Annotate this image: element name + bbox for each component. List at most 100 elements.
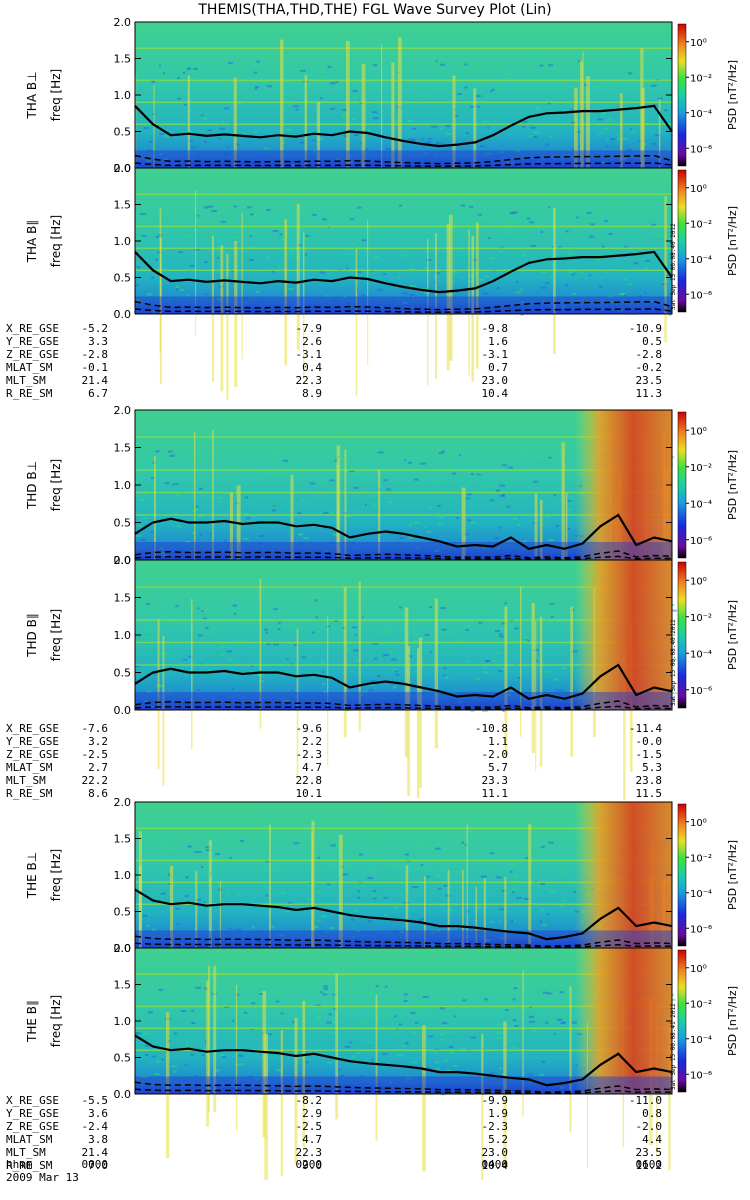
colorbar-tick-label: 10⁰ xyxy=(690,964,707,975)
spectrogram-pixel xyxy=(597,207,602,210)
spectrogram-pixel xyxy=(353,134,359,137)
spectrogram-pixel xyxy=(451,472,457,475)
spectrogram-pixel xyxy=(513,987,518,990)
ephemeris-value: -0.1 xyxy=(81,361,109,374)
spectrogram-pixel xyxy=(266,255,270,258)
spectrogram-pixel xyxy=(220,220,226,223)
spectrogram-pixel xyxy=(403,254,407,257)
spectrogram-pixel xyxy=(243,71,248,74)
spectrogram-pixel xyxy=(169,849,175,852)
spectrogram-pixel xyxy=(249,995,253,998)
spectrogram-pixel xyxy=(488,237,491,240)
spectrogram-pixel xyxy=(435,874,441,877)
spectrogram-pixel xyxy=(463,134,466,137)
spectrogram-pixel xyxy=(359,853,363,856)
spectrogram-pixel xyxy=(137,987,143,990)
ephemeris-value: -11.0 xyxy=(628,1094,662,1107)
y-tick-label: 0.5 xyxy=(114,1052,132,1065)
spectrogram-pixel xyxy=(256,60,261,63)
spectrogram-pixel xyxy=(383,1028,390,1031)
spectrogram-pixel xyxy=(479,145,485,148)
spectrogram-pixel xyxy=(527,1073,533,1076)
spectrogram-pixel xyxy=(204,1040,208,1043)
spectrogram-pixel xyxy=(392,222,396,225)
spectrogram-pixel xyxy=(504,602,507,605)
spectrogram-pixel xyxy=(194,1074,197,1077)
spectrogram-pixel xyxy=(334,459,338,462)
broadband-spike xyxy=(193,431,196,582)
spectrogram-pixel xyxy=(412,242,417,245)
spectrogram-pixel xyxy=(448,909,452,912)
ephemeris-label: R_RE_SM xyxy=(6,1159,53,1172)
spectrogram-pixel xyxy=(665,274,671,277)
spectrogram-pixel xyxy=(501,668,504,671)
spectrogram-pixel xyxy=(531,136,538,139)
spectrogram-pixel xyxy=(563,215,568,218)
spectrogram-pixel xyxy=(499,633,503,636)
spectrogram-pixel xyxy=(541,1060,546,1063)
spectrogram-pixel xyxy=(177,525,182,528)
spectrogram-pixel xyxy=(439,127,444,130)
broadband-spike xyxy=(522,970,524,1117)
spectrogram-pixel xyxy=(320,661,326,664)
spectrogram-pixel xyxy=(136,266,141,269)
spectrogram-pixel xyxy=(561,899,566,902)
y-tick-label: 1.0 xyxy=(114,629,132,642)
spectrogram-pixel xyxy=(222,1055,226,1058)
ephemeris-label: MLT_SM xyxy=(6,774,46,787)
spectrogram-pixel xyxy=(437,504,441,507)
spectrogram-pixel xyxy=(418,845,424,848)
spectrogram-pixel xyxy=(448,465,453,468)
spectrogram-pixel xyxy=(353,67,357,70)
colorbar-tick-label: 10⁻⁶ xyxy=(690,536,712,547)
spectrogram-pixel xyxy=(196,458,201,461)
spectrogram-pixel xyxy=(428,1035,433,1038)
spectrogram-pixel xyxy=(390,864,396,867)
spectrogram-pixel xyxy=(171,1065,177,1068)
spectrogram-pixel xyxy=(565,284,569,287)
spectrogram-pixel xyxy=(624,245,628,248)
spectrogram-pixel xyxy=(442,674,445,677)
spectrogram-pixel xyxy=(464,63,468,66)
spectrogram-pixel xyxy=(371,1058,374,1061)
spectrogram-pixel xyxy=(297,244,302,247)
spectrogram-pixel xyxy=(219,654,224,657)
spectrogram-pixel xyxy=(160,844,166,847)
spectrogram-pixel xyxy=(459,529,463,532)
spectrogram-pixel xyxy=(429,242,435,245)
spectrogram-pixel xyxy=(160,892,166,895)
ephemeris-row: MLT_SM 21.4 22.3 23.0 23.5 xyxy=(0,1146,750,1159)
ephemeris-value: 23.3 xyxy=(481,774,509,787)
broadband-spike xyxy=(449,214,453,361)
spectrogram-pixel xyxy=(459,454,462,457)
spectrogram-pixel xyxy=(336,1056,342,1059)
spectrogram-panel-4: 0.0 0.5 1.0 1.5 2.0 THE B⊥ freq [Hz] 10⁰ 10⁻² 10⁻… xyxy=(25,796,739,1033)
spectrogram-pixel xyxy=(565,476,572,479)
gyrofrequency-fraction-curve xyxy=(134,300,673,311)
spectrogram-pixel xyxy=(540,286,547,289)
spectrogram-pixel xyxy=(489,920,494,923)
colorbar-label: PSD [nT²/Hz] xyxy=(726,60,739,130)
spectrogram-pixel xyxy=(466,460,469,463)
spectrogram-pixel xyxy=(154,1073,160,1076)
spectrogram-pixel xyxy=(359,1020,362,1023)
broadband-spike xyxy=(582,51,584,198)
broadband-spike xyxy=(280,39,284,186)
spectrogram-pixel xyxy=(207,205,213,208)
spectrogram-pixel xyxy=(567,527,571,530)
spectrogram-pixel xyxy=(184,103,187,106)
spectrogram-pixel xyxy=(363,884,367,887)
spectrogram-pixel xyxy=(617,134,620,137)
spectrogram-pixel xyxy=(220,645,226,648)
broadband-spike xyxy=(241,213,243,360)
spectrogram-pixel xyxy=(470,521,476,524)
spectrogram-pixel xyxy=(290,625,295,628)
spectrogram-pixel xyxy=(453,114,459,117)
spectrogram-pixel xyxy=(188,139,193,142)
spectrogram-pixel xyxy=(328,479,335,482)
spectrogram-pixel xyxy=(497,1023,503,1026)
spectrogram-pixel xyxy=(325,623,329,626)
spectrogram-pixel xyxy=(607,118,613,121)
spectrogram-pixel xyxy=(176,493,181,496)
spectrogram-pixel xyxy=(420,462,426,465)
